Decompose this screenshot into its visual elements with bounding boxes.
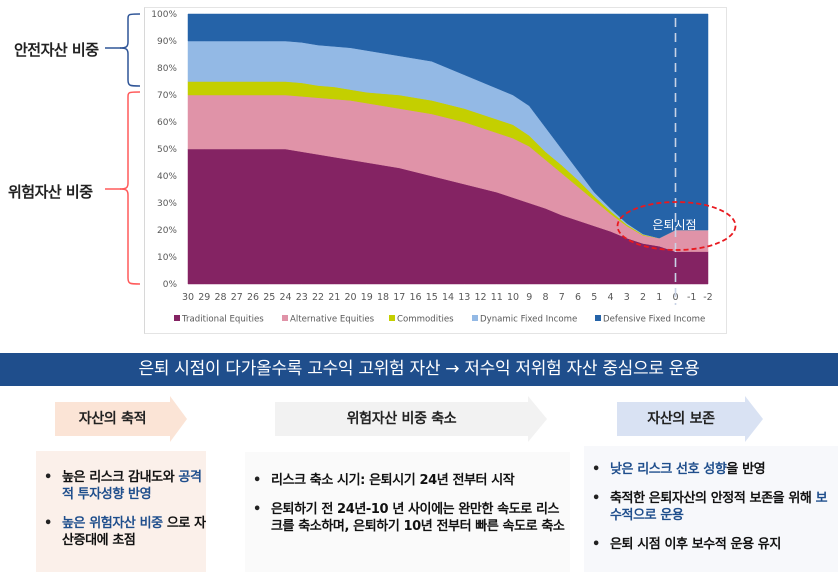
legend-label: Dynamic Fixed Income <box>480 315 577 325</box>
x-tick-label: 1 <box>656 292 662 303</box>
x-tick-label: -2 <box>703 292 712 303</box>
x-tick-label: 17 <box>393 292 405 303</box>
x-tick-label: 20 <box>344 292 356 303</box>
bullet-item: 은퇴하기 전 24년-10 년 사이에는 완만한 속도로 리스크를 축소하며, … <box>245 501 570 535</box>
arrow-tip-icon <box>170 396 187 442</box>
bullet-text: 은퇴 시점 이후 보수적 운용 유지 <box>610 537 781 552</box>
phase-arrow-preservation: 자산의 보존 <box>617 396 763 442</box>
x-tick-label: 5 <box>591 292 597 303</box>
legend-swatch-icon <box>389 315 395 321</box>
x-tick-label: 9 <box>526 292 532 303</box>
x-tick-label: 4 <box>607 292 613 303</box>
y-tick-label: 20% <box>157 226 177 236</box>
x-tick-label: 21 <box>328 292 340 303</box>
x-tick-label: 10 <box>507 292 519 303</box>
highlighted-text: 공격적 투자성향 반영 <box>62 470 202 502</box>
y-tick-label: 10% <box>157 253 177 263</box>
legend-swatch-icon <box>174 315 180 321</box>
phase-box-accumulation: 높은 리스크 감내도와 공격적 투자성향 반영높은 위험자산 비중 으로 자산증… <box>36 451 206 572</box>
x-tick-label: 18 <box>377 292 389 303</box>
phase-label: 자산의 축적 <box>55 402 170 436</box>
bullet-text: 높은 리스크 감내도와 <box>62 470 179 485</box>
phase-box-reduction: 리스크 축소 시기: 은퇴시기 24년 전부터 시작은퇴하기 전 24년-10 … <box>245 452 570 572</box>
y-tick-label: 50% <box>157 145 177 155</box>
bullet-item: 축적한 은퇴자산의 안정적 보존을 위해 보수적으로 운용 <box>584 490 838 524</box>
y-tick-label: 40% <box>157 172 177 182</box>
legend-item: Alternative Equities <box>282 315 375 325</box>
y-tick-label: 30% <box>157 199 177 209</box>
x-tick-label: 2 <box>640 292 646 303</box>
y-tick-label: 0% <box>163 280 178 290</box>
x-tick-label: 3 <box>624 292 630 303</box>
x-tick-label: 22 <box>312 292 324 303</box>
x-tick-label: 8 <box>542 292 548 303</box>
x-tick-label: 16 <box>409 292 421 303</box>
legend-item: Commodities <box>389 315 454 325</box>
phase-label: 자산의 보존 <box>617 402 745 436</box>
x-tick-label: -1 <box>687 292 696 303</box>
legend-item: Defensive Fixed Income <box>595 315 705 325</box>
risk-bracket <box>119 91 141 285</box>
y-tick-label: 90% <box>157 37 177 47</box>
bullet-item: 높은 위험자산 비중 으로 자산증대에 초점 <box>36 515 206 549</box>
legend-swatch-icon <box>595 315 601 321</box>
x-tick-label: 26 <box>247 292 259 303</box>
retirement-label: 은퇴시점 <box>652 218 696 232</box>
legend-label: Traditional Equities <box>181 315 264 325</box>
arrow-tip-icon <box>745 396 763 442</box>
bullet-text: 으로 자산증대에 초점 <box>62 516 206 548</box>
highlighted-text: 낮은 리스크 선호 성향 <box>610 462 727 477</box>
bullet-item: 높은 리스크 감내도와 공격적 투자성향 반영 <box>36 469 206 503</box>
x-tick-label: 0 <box>672 292 678 303</box>
x-tick-label: 15 <box>426 292 438 303</box>
legend-label: Defensive Fixed Income <box>603 315 705 325</box>
bullet-text: 은퇴하기 전 24년-10 년 사이에는 완만한 속도로 리스크를 축소하며, … <box>271 502 565 534</box>
highlighted-text: 보수적으로 운용 <box>610 491 828 523</box>
bullet-text: 축적한 은퇴자산의 안정적 보존을 위해 <box>610 491 816 506</box>
x-tick-label: 12 <box>474 292 486 303</box>
arrow-tip-icon <box>528 396 547 442</box>
risk-asset-label: 위험자산 비중 <box>8 183 93 201</box>
retirement-ellipse <box>616 201 737 251</box>
x-tick-label: 24 <box>279 292 291 303</box>
chart-frame <box>144 7 727 334</box>
summary-banner: 은퇴 시점이 다가올수록 고수익 고위험 자산 → 저수익 저위험 자산 중심으… <box>0 353 838 386</box>
safe-bracket <box>119 13 141 87</box>
legend-label: Alternative Equities <box>290 315 375 325</box>
stacked-area-chart: 0%10%20%30%40%50%60%70%80%90%100% 30 29 28… <box>105 10 737 325</box>
x-tick-label: 14 <box>442 292 454 303</box>
x-tick-label: 23 <box>296 292 308 303</box>
phase-arrow-accumulation: 자산의 축적 <box>55 396 187 442</box>
x-tick-label: 6 <box>575 292 581 303</box>
legend-item: Dynamic Fixed Income <box>472 315 577 325</box>
x-tick-label: 13 <box>458 292 470 303</box>
x-tick-label: 7 <box>559 292 565 303</box>
x-tick-label: 11 <box>491 292 503 303</box>
x-tick-label: 27 <box>231 292 243 303</box>
legend-swatch-icon <box>472 315 478 321</box>
x-tick-label: 19 <box>361 292 373 303</box>
x-tick-label: 25 <box>263 292 275 303</box>
area-defensive-fixed-income <box>187 13 709 239</box>
phase-arrow-reduction: 위험자산 비중 축소 <box>275 396 547 442</box>
bullet-item: 은퇴 시점 이후 보수적 운용 유지 <box>584 536 838 553</box>
legend-item: Traditional Equities <box>174 315 264 325</box>
bullet-item: 낮은 리스크 선호 성향을 반영 <box>584 461 838 478</box>
safe-asset-label: 안전자산 비중 <box>14 41 99 59</box>
bullet-text: 을 반영 <box>726 462 766 477</box>
bullet-text: 리스크 축소 시기: 은퇴시기 24년 전부터 시작 <box>271 473 515 488</box>
x-tick-label: 28 <box>214 292 226 303</box>
y-tick-label: 80% <box>157 64 177 74</box>
phase-box-preservation: 낮은 리스크 선호 성향을 반영축적한 은퇴자산의 안정적 보존을 위해 보수적… <box>584 446 838 572</box>
highlighted-text: 높은 위험자산 비중 <box>62 516 163 531</box>
x-tick-label: 29 <box>198 292 210 303</box>
y-tick-label: 70% <box>157 91 177 101</box>
legend-swatch-icon <box>282 315 288 321</box>
y-tick-label: 60% <box>157 118 177 128</box>
y-tick-label: 100% <box>151 10 177 20</box>
phase-label: 위험자산 비중 축소 <box>275 402 528 436</box>
x-tick-label: 30 <box>182 292 194 303</box>
legend-label: Commodities <box>397 315 454 325</box>
bullet-item: 리스크 축소 시기: 은퇴시기 24년 전부터 시작 <box>245 472 570 489</box>
